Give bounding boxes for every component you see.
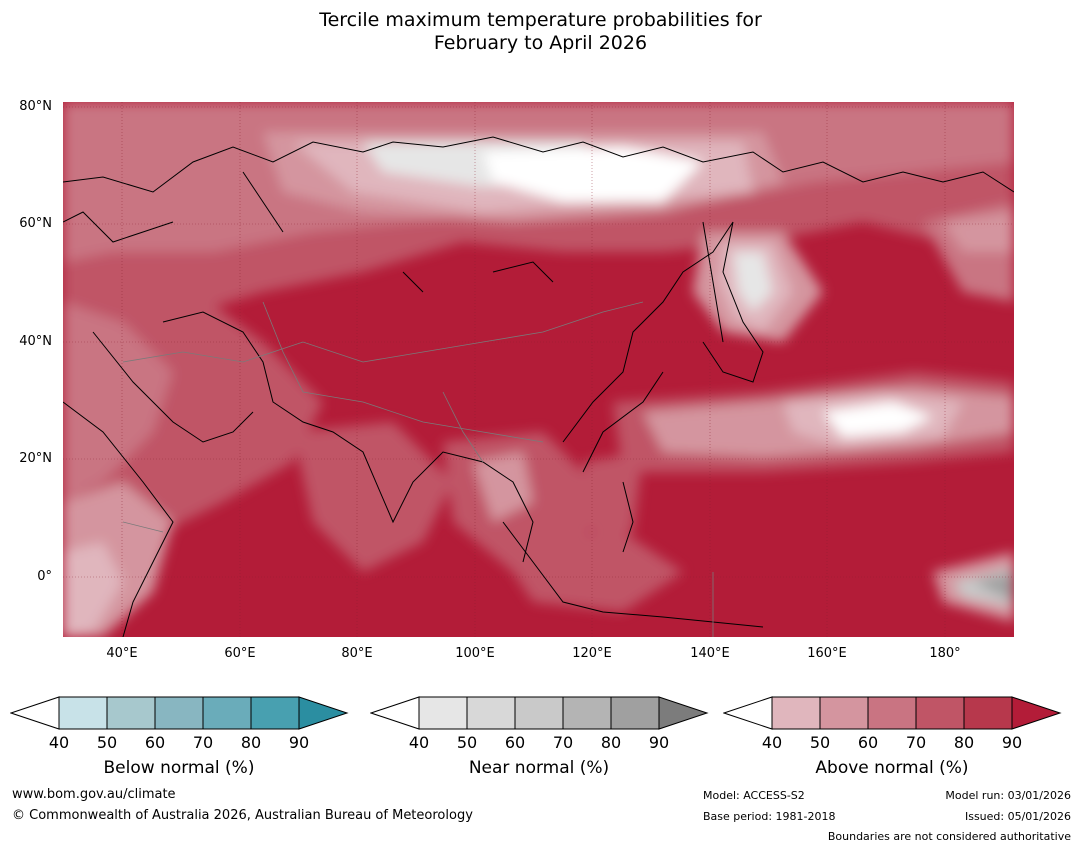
website-link[interactable]: www.bom.gov.au/climate [12,787,176,802]
above-tick: 70 [905,733,927,752]
lat-label-80n: 80°N [19,99,52,114]
graticule [63,102,1014,637]
colorbar-near-normal [370,696,709,730]
colorbar-below-segment-5 [250,696,300,730]
lon-label-160e: 160°E [807,646,847,661]
colorbar-below-segment-6 [298,696,349,730]
lat-label-0: 0° [37,569,52,584]
lon-label-180: 180° [929,646,961,661]
colorbar-above-title: Above normal (%) [815,758,969,778]
lon-label-120e: 120°E [572,646,612,661]
lat-label-40n: 40°N [19,334,52,349]
colorbar-below-title: Below normal (%) [103,758,255,778]
colorbar-above-segment-1 [771,696,821,730]
probability-shading [63,102,1014,637]
copyright-text: © Commonwealth of Australia 2026, Austra… [12,808,473,823]
model-run-text: Model run: 03/01/2026 [945,789,1071,802]
colorbar-below-segment-0 [10,696,60,730]
below-tick: 50 [96,733,118,752]
below-tick: 60 [144,733,166,752]
title-line-1: Tercile maximum temperature probabilitie… [319,9,762,31]
map-svg [63,102,1014,637]
below-tick: 90 [288,733,310,752]
above-tick: 80 [953,733,975,752]
lon-label-60e: 60°E [224,646,256,661]
colorbar-below-segment-2 [106,696,156,730]
above-tick: 50 [809,733,831,752]
lon-label-100e: 100°E [455,646,495,661]
disclaimer-text: Boundaries are not considered authoritat… [827,830,1071,843]
colorbar-above-segment-5 [963,696,1013,730]
country-borders [122,301,714,637]
below-tick: 80 [240,733,262,752]
base-period-text: Base period: 1981-2018 [703,810,836,823]
title-line-2: February to April 2026 [433,32,648,54]
lat-label-20n: 20°N [19,451,52,466]
colorbar-near-segment-0 [370,696,420,730]
colorbar-near-segment-6 [658,696,709,730]
near-tick: 60 [504,733,526,752]
colorbar-near-segment-1 [418,696,468,730]
colorbar-above-segment-3 [867,696,917,730]
lon-label-80e: 80°E [341,646,373,661]
chart-title: Tercile maximum temperature probabilitie… [0,9,1081,55]
lon-label-40e: 40°E [106,646,138,661]
colorbar-below-segment-3 [154,696,204,730]
above-tick: 40 [761,733,783,752]
near-tick: 40 [408,733,430,752]
lon-label-140e: 140°E [690,646,730,661]
colorbar-above-segment-4 [915,696,965,730]
colorbar-above-segment-0 [723,696,773,730]
colorbar-near-segment-4 [562,696,612,730]
colorbar-near-segment-2 [466,696,516,730]
colorbar-near-segment-5 [610,696,660,730]
colorbar-above-normal [723,696,1062,730]
colorbar-above-segment-2 [819,696,869,730]
colorbar-below-segment-1 [58,696,108,730]
issued-text: Issued: 05/01/2026 [964,810,1071,823]
colorbar-above-segment-6 [1011,696,1062,730]
colorbar-near-segment-3 [514,696,564,730]
colorbar-below-normal [10,696,349,730]
colorbar-below-segment-4 [202,696,252,730]
model-text: Model: ACCESS-S2 [703,789,805,802]
near-tick: 70 [552,733,574,752]
near-tick: 50 [456,733,478,752]
below-tick: 70 [192,733,214,752]
below-tick: 40 [48,733,70,752]
probability-map [63,102,1014,637]
colorbar-near-title: Near normal (%) [468,758,610,778]
near-tick: 90 [648,733,670,752]
lat-label-60n: 60°N [19,216,52,231]
near-tick: 80 [600,733,622,752]
above-tick: 60 [857,733,879,752]
above-tick: 90 [1001,733,1023,752]
